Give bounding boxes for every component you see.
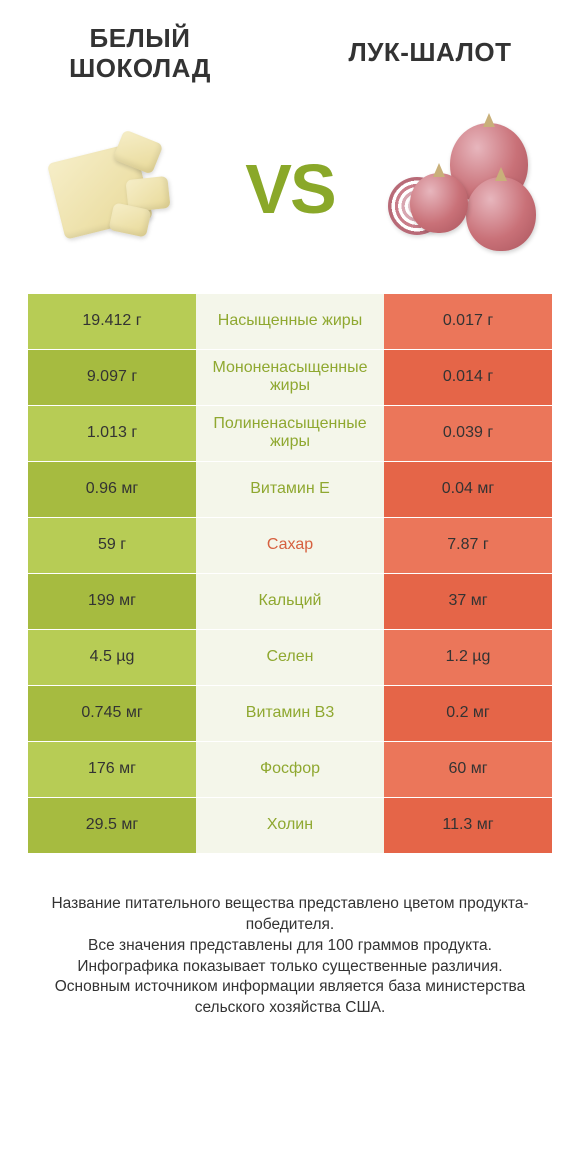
nutrient-label: Фосфор: [196, 742, 384, 798]
nutrient-label: Витамин E: [196, 462, 384, 518]
nutrient-label: Полиненасыщенные жиры: [196, 406, 384, 462]
table-row: 29.5 мгХолин11.3 мг: [28, 798, 552, 854]
right-value: 0.014 г: [384, 350, 552, 406]
nutrient-label: Сахар: [196, 518, 384, 574]
nutrient-label: Кальций: [196, 574, 384, 630]
table-row: 59 гСахар7.87 г: [28, 518, 552, 574]
right-value: 7.87 г: [384, 518, 552, 574]
left-value: 1.013 г: [28, 406, 196, 462]
nutrient-label: Витамин B3: [196, 686, 384, 742]
right-value: 60 мг: [384, 742, 552, 798]
nutrient-label: Мононенасыщенные жиры: [196, 350, 384, 406]
left-food-image: [30, 114, 200, 264]
table-row: 1.013 гПолиненасыщенные жиры0.039 г: [28, 406, 552, 462]
footer-line3: Инфографика показывает только существенн…: [28, 957, 552, 978]
title-left-line1: БЕЛЫЙ: [40, 24, 240, 54]
left-value: 4.5 µg: [28, 630, 196, 686]
footer-line1: Название питательного вещества представл…: [28, 894, 552, 936]
right-value: 0.017 г: [384, 294, 552, 350]
right-value: 0.039 г: [384, 406, 552, 462]
table-row: 9.097 гМононенасыщенные жиры0.014 г: [28, 350, 552, 406]
table-row: 199 мгКальций37 мг: [28, 574, 552, 630]
right-food-image: [380, 114, 550, 264]
left-value: 29.5 мг: [28, 798, 196, 854]
title-left: БЕЛЫЙ ШОКОЛАД: [40, 24, 240, 84]
left-value: 0.745 мг: [28, 686, 196, 742]
footer-notes: Название питательного вещества представл…: [28, 894, 552, 1020]
right-value: 1.2 µg: [384, 630, 552, 686]
title-left-line2: ШОКОЛАД: [40, 54, 240, 84]
nutrient-label: Холин: [196, 798, 384, 854]
footer-line4: Основным источником информации является …: [28, 977, 552, 1019]
table-row: 4.5 µgСелен1.2 µg: [28, 630, 552, 686]
vs-row: VS: [30, 114, 550, 264]
left-value: 0.96 мг: [28, 462, 196, 518]
left-value: 199 мг: [28, 574, 196, 630]
table-row: 176 мгФосфор60 мг: [28, 742, 552, 798]
left-value: 59 г: [28, 518, 196, 574]
table-row: 0.745 мгВитамин B30.2 мг: [28, 686, 552, 742]
comparison-table: 19.412 гНасыщенные жиры0.017 г9.097 гМон…: [28, 294, 552, 854]
right-value: 0.2 мг: [384, 686, 552, 742]
left-value: 9.097 г: [28, 350, 196, 406]
footer-line2: Все значения представлены для 100 граммо…: [28, 936, 552, 957]
right-value: 11.3 мг: [384, 798, 552, 854]
white-chocolate-icon: [55, 134, 175, 244]
nutrient-label: Насыщенные жиры: [196, 294, 384, 350]
right-value: 0.04 мг: [384, 462, 552, 518]
right-value: 37 мг: [384, 574, 552, 630]
left-value: 19.412 г: [28, 294, 196, 350]
table-row: 19.412 гНасыщенные жиры0.017 г: [28, 294, 552, 350]
nutrient-label: Селен: [196, 630, 384, 686]
title-right: ЛУК-ШАЛОТ: [320, 38, 540, 68]
left-value: 176 мг: [28, 742, 196, 798]
header: БЕЛЫЙ ШОКОЛАД ЛУК-ШАЛОТ: [0, 0, 580, 84]
table-row: 0.96 мгВитамин E0.04 мг: [28, 462, 552, 518]
vs-label: VS: [245, 149, 334, 229]
shallot-icon: [390, 119, 540, 259]
